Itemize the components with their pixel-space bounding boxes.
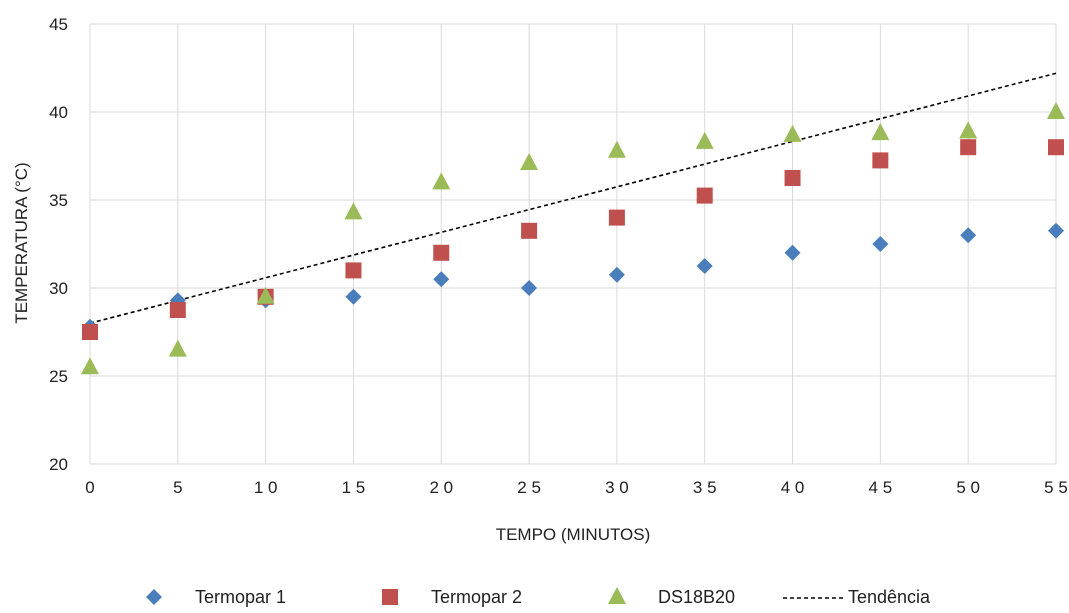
diamond-point bbox=[345, 288, 362, 305]
square-point bbox=[960, 139, 977, 156]
y-tick-labels: 20 25 30 35 40 45 bbox=[49, 15, 68, 474]
x-tick-label: 4 0 bbox=[781, 478, 805, 497]
y-tick-label: 45 bbox=[49, 15, 68, 34]
grid-layer bbox=[89, 23, 1057, 465]
triangle-point bbox=[168, 339, 187, 357]
triangle-point bbox=[256, 286, 275, 304]
triangle-point bbox=[695, 131, 714, 149]
trend-layer bbox=[89, 72, 1057, 324]
x-tick-label: 1 5 bbox=[342, 478, 366, 497]
square-point bbox=[169, 302, 186, 318]
x-tick-labels: 0 5 1 0 1 5 2 0 2 5 3 0 3 5 4 0 4 5 5 0 5 5 bbox=[85, 478, 1068, 497]
triangle-point bbox=[520, 153, 539, 171]
square-point bbox=[872, 152, 889, 169]
square-point bbox=[433, 244, 450, 261]
triangle-point bbox=[81, 357, 99, 375]
square-point bbox=[1048, 139, 1064, 156]
x-tick-label: 1 0 bbox=[254, 478, 278, 497]
x-tick-label: 4 5 bbox=[869, 478, 893, 497]
legend-label: Tendência bbox=[848, 587, 931, 607]
diamond-point bbox=[608, 266, 625, 283]
square-point bbox=[82, 324, 98, 340]
triangle-point bbox=[959, 121, 978, 139]
legend-label: Termopar 2 bbox=[431, 587, 522, 607]
square-point bbox=[696, 187, 713, 204]
x-tick-label: 5 bbox=[173, 478, 182, 497]
legend-label: DS18B20 bbox=[658, 587, 735, 607]
y-tick-label: 35 bbox=[49, 191, 68, 210]
x-tick-label: 2 0 bbox=[429, 478, 453, 497]
triangle-point bbox=[1047, 102, 1065, 119]
square-point bbox=[345, 262, 362, 279]
x-tick-label: 3 5 bbox=[693, 478, 717, 497]
square-point bbox=[608, 209, 625, 226]
y-tick-label: 40 bbox=[49, 103, 68, 122]
legend-label: Termopar 1 bbox=[195, 587, 286, 607]
diamond-point bbox=[1048, 222, 1064, 239]
y-axis-title: TEMPERATURA (°C) bbox=[12, 162, 31, 323]
diamond-point bbox=[784, 244, 801, 261]
y-tick-label: 30 bbox=[49, 279, 68, 298]
diamond-point bbox=[696, 258, 713, 274]
diamond-point bbox=[872, 236, 889, 252]
triangle-point bbox=[783, 124, 802, 142]
legend-square-swatch bbox=[382, 589, 398, 605]
triangle-point bbox=[871, 123, 890, 141]
trendline bbox=[89, 72, 1057, 324]
legend-triangle-swatch bbox=[608, 587, 626, 604]
diamond-point bbox=[433, 271, 450, 288]
x-axis-title: TEMPO (MINUTOS) bbox=[496, 525, 651, 544]
x-tick-label: 2 5 bbox=[517, 478, 541, 497]
x-tick-label: 3 0 bbox=[605, 478, 629, 497]
square-point bbox=[521, 222, 538, 239]
x-tick-label: 5 5 bbox=[1044, 478, 1068, 497]
y-tick-label: 20 bbox=[49, 455, 68, 474]
diamond-point bbox=[521, 280, 538, 296]
square-point bbox=[784, 170, 801, 186]
legend: Termopar 1 Termopar 2 DS18B20 Tendência bbox=[146, 587, 931, 607]
x-tick-label: 5 0 bbox=[956, 478, 980, 497]
legend-diamond-swatch bbox=[146, 589, 162, 605]
triangle-point bbox=[432, 172, 451, 190]
marker-layer bbox=[81, 102, 1065, 375]
y-tick-label: 25 bbox=[49, 367, 68, 386]
triangle-point bbox=[344, 202, 363, 220]
x-tick-label: 0 bbox=[85, 478, 94, 497]
triangle-point bbox=[607, 140, 626, 158]
diamond-point bbox=[960, 227, 977, 244]
